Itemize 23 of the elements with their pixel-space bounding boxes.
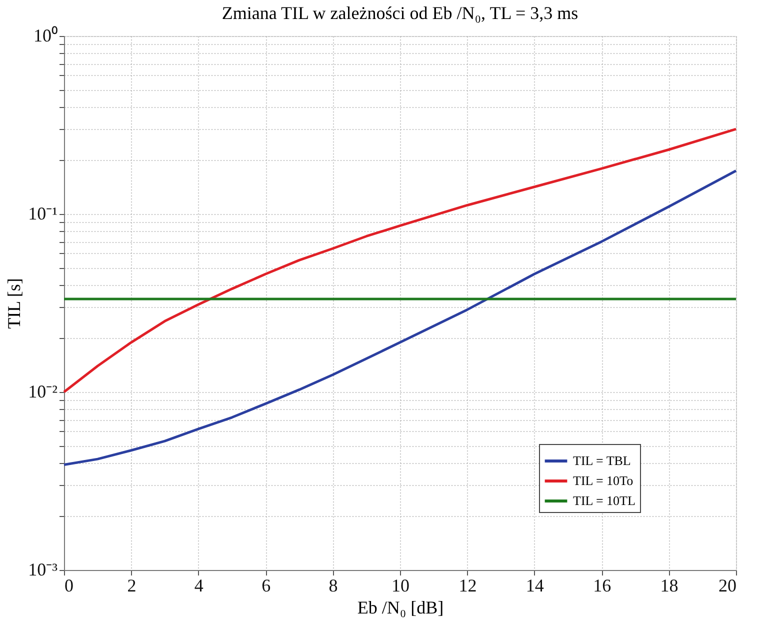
y-tick-label: 10⁻³: [28, 560, 58, 580]
line-series: [62, 128, 738, 394]
x-tick-label: 8: [328, 576, 338, 596]
x-tick-label: 18: [660, 576, 678, 596]
x-tick-label: 6: [262, 576, 271, 596]
legend-label: TIL = TBL: [573, 453, 631, 468]
legend-label: TIL = 10To: [573, 473, 634, 488]
x-tick-label: 16: [593, 576, 612, 596]
x-tick-label: 20: [718, 576, 736, 596]
x-tick-label: 2: [127, 576, 136, 596]
y-axis-title: TIL [s]: [4, 278, 24, 329]
legend-label: TIL = 10TL: [573, 493, 636, 508]
x-tick-label: 14: [526, 576, 544, 596]
x-tick-label: 0: [64, 576, 74, 596]
x-tick-label: 10: [392, 576, 410, 596]
y-tick-label: 10⁰: [34, 26, 58, 46]
x-tick-label: 4: [194, 576, 204, 596]
x-tick-label: 12: [458, 576, 477, 596]
chart-title: Zmiana TIL w zależności od Eb /N₀, TL = 3,3 ms: [222, 3, 578, 23]
y-tick-label: 10⁻¹: [28, 204, 58, 224]
line-series: [62, 169, 738, 466]
x-axis-title: Eb /N₀ [dB]: [357, 598, 444, 618]
y-tick-label: 10⁻²: [28, 382, 58, 402]
